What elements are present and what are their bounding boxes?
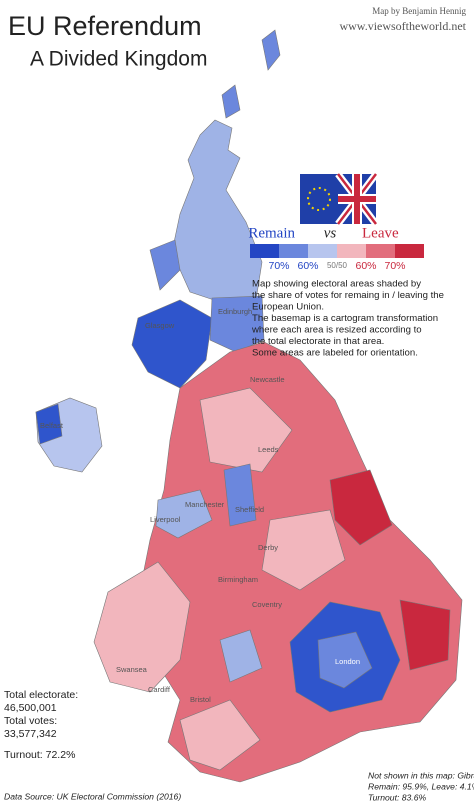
region	[317, 631, 373, 689]
region	[171, 119, 263, 319]
legend-vs: vs	[324, 225, 337, 241]
stat-turnout: Turnout: 72.2%	[4, 749, 75, 761]
description-line: Some areas are labeled for orientation.	[252, 348, 418, 359]
title: EU Referendum	[8, 11, 202, 41]
place-label: Newcastle	[250, 375, 285, 384]
eu-stars	[307, 187, 331, 211]
note: Remain: 95.9%, Leave: 4.1%	[368, 781, 474, 791]
legend-swatch	[308, 244, 337, 258]
flags	[300, 171, 379, 227]
place-label: Manchester	[185, 500, 225, 509]
legend-swatch	[337, 244, 366, 258]
region	[149, 29, 281, 291]
place-label: Swansea	[116, 665, 148, 674]
description-line: The basemap is a cartogram transformatio…	[252, 313, 438, 324]
legend-label: 70%	[384, 260, 405, 272]
region	[35, 403, 63, 445]
place-label: Glasgow	[145, 321, 175, 330]
legend-swatch	[395, 244, 424, 258]
legend: 70% 60% 50/50 60% 70%	[250, 244, 424, 272]
cartogram	[35, 29, 463, 783]
legend-label: 60%	[355, 260, 376, 272]
legend-swatch	[279, 244, 308, 258]
region	[179, 387, 346, 771]
legend-label: 60%	[297, 260, 318, 272]
website: www.viewsoftheworld.net	[339, 19, 466, 33]
subtitle: A Divided Kingdom	[30, 48, 207, 71]
region	[223, 463, 257, 527]
place-label: Derby	[258, 543, 278, 552]
place-label: Coventry	[252, 600, 282, 609]
legend-label: 50/50	[327, 261, 348, 270]
legend-remain: Remain	[248, 225, 295, 241]
eu-flag	[300, 174, 338, 224]
place-label: Edinburgh	[218, 307, 252, 316]
description-line: where each area is resized according to	[251, 325, 422, 336]
note: Turnout: 83.6%	[368, 792, 426, 802]
description-line: Map showing electoral areas shaded by	[252, 279, 421, 290]
region	[329, 469, 451, 671]
place-label: Birmingham	[218, 575, 258, 584]
uk-cross-red	[338, 174, 376, 224]
description-line: European Union.	[252, 302, 324, 313]
note: Not shown in this map: Gibraltar	[368, 770, 474, 780]
stat-value: 33,577,342	[4, 728, 57, 740]
place-label: Cardiff	[148, 685, 171, 694]
legend-swatch	[366, 244, 395, 258]
description-line: the share of votes for remaing in / leav…	[252, 290, 444, 301]
place-label: Bristol	[190, 695, 211, 704]
region	[93, 561, 191, 693]
description: Map showing electoral areas shaded bythe…	[251, 279, 444, 359]
description-line: the total electorate in that area.	[252, 336, 384, 347]
region	[131, 299, 213, 389]
stat-value: 46,500,001	[4, 702, 57, 714]
author: Map by Benjamin Hennig	[372, 6, 466, 16]
place-label: Belfast	[40, 421, 64, 430]
legend-leave: Leave	[362, 225, 399, 241]
place-label: Sheffield	[235, 505, 264, 514]
stat-label: Total votes:	[4, 715, 57, 727]
place-label: London	[335, 657, 360, 666]
region	[155, 489, 263, 683]
place-label: Leeds	[258, 445, 279, 454]
legend-swatch	[250, 244, 279, 258]
place-label: Liverpool	[150, 515, 181, 524]
legend-label: 70%	[268, 260, 289, 272]
source: Data Source: UK Electoral Commission (20…	[4, 791, 181, 801]
stat-label: Total electorate:	[4, 689, 78, 701]
